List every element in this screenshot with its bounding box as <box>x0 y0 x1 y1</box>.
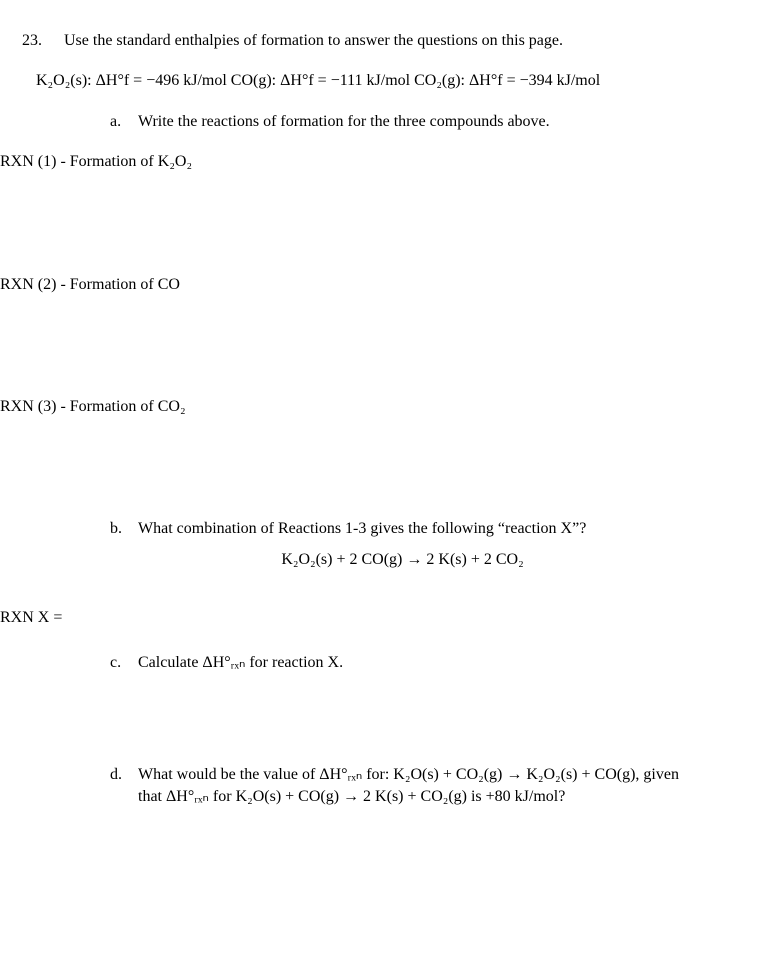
part-c: c. Calculate ΔH°ᵣₓₙ for reaction X. <box>0 652 745 674</box>
question-prompt: Use the standard enthalpies of formation… <box>64 30 563 52</box>
part-c-letter: c. <box>110 652 138 674</box>
question-header: 23. Use the standard enthalpies of forma… <box>0 30 745 52</box>
rxn3-label: RXN (3) - Formation of CO₂ <box>0 396 745 418</box>
rxnx-label: RXN X = <box>0 607 745 629</box>
part-d-text: What would be the value of ΔH°ᵣₓₙ for: K… <box>138 764 679 809</box>
part-a: a. Write the reactions of formation for … <box>0 111 745 133</box>
rxn1-label: RXN (1) - Formation of K₂O₂ <box>0 151 745 173</box>
part-a-letter: a. <box>110 111 138 133</box>
part-b-letter: b. <box>110 518 138 540</box>
part-d-line1: What would be the value of ΔH°ᵣₓₙ for: K… <box>138 766 679 783</box>
rxn2-label: RXN (2) - Formation of CO <box>0 274 745 296</box>
reaction-x-equation: K₂O₂(s) + 2 CO(g) → 2 K(s) + 2 CO₂ <box>0 549 745 571</box>
part-d-letter: d. <box>110 764 138 809</box>
part-c-text: Calculate ΔH°ᵣₓₙ for reaction X. <box>138 652 343 674</box>
question-number: 23. <box>22 30 64 52</box>
enthalpy-data-line: K₂O₂(s): ΔH°f = −496 kJ/mol CO(g): ΔH°f … <box>0 70 745 92</box>
part-d-line2: that ΔH°ᵣₓₙ for K₂O(s) + CO(g) → 2 K(s) … <box>138 788 565 805</box>
part-b: b. What combination of Reactions 1-3 giv… <box>0 518 745 540</box>
part-b-text: What combination of Reactions 1-3 gives … <box>138 518 586 540</box>
part-a-text: Write the reactions of formation for the… <box>138 111 550 133</box>
part-d: d. What would be the value of ΔH°ᵣₓₙ for… <box>0 764 745 809</box>
